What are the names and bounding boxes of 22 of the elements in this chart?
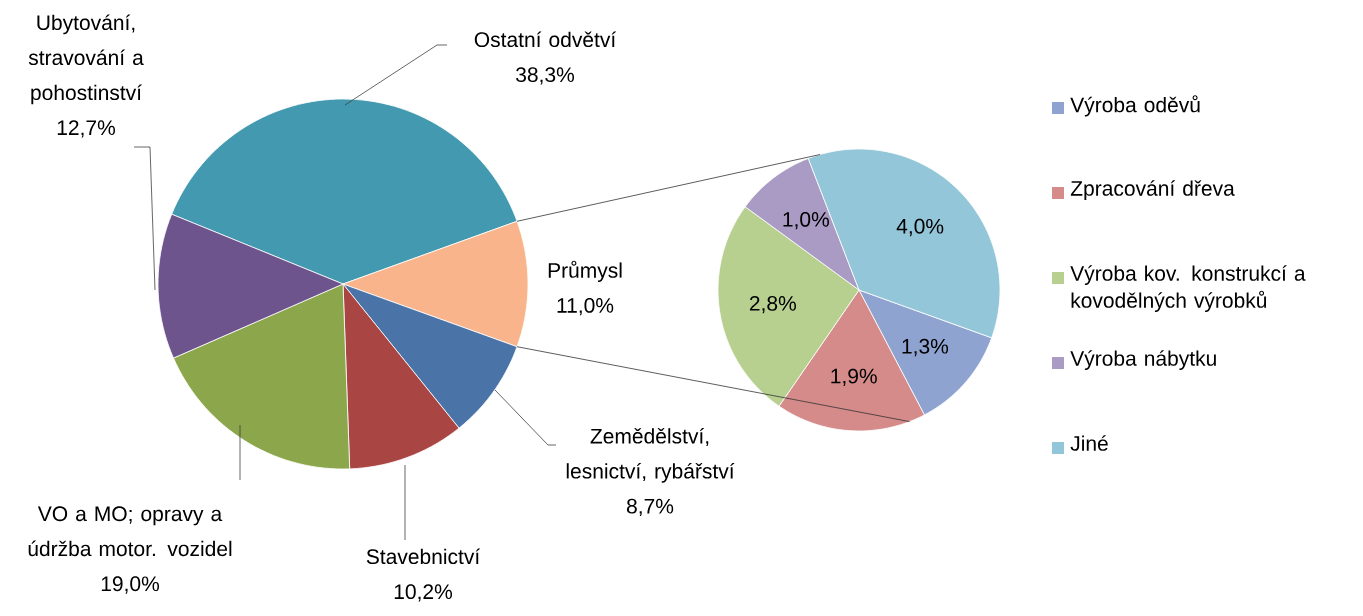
data-label: 1,3% bbox=[902, 338, 949, 357]
data-label: 10,2% bbox=[394, 584, 453, 602]
data-label: 1,9% bbox=[831, 368, 877, 386]
slice-label: Ubytování, stravování a pohostinství bbox=[28, 14, 144, 105]
legend-label: Výroba nábytku bbox=[1070, 350, 1216, 371]
legend-label: Jiné bbox=[1070, 435, 1108, 451]
slice-label: VO a MO; opravy a údržba motor. vozidel bbox=[28, 506, 232, 557]
legend-label: Výroba oděvů bbox=[1070, 95, 1200, 117]
data-label: 12,7% bbox=[57, 120, 116, 138]
legend-label: Výroba kov. konstrukcí a kovodělných výrobků bbox=[1070, 265, 1306, 313]
data-label: 1,0% bbox=[783, 211, 829, 230]
slice-label: Průmysl bbox=[548, 260, 622, 282]
slice-label: Stavebnictví bbox=[366, 548, 481, 565]
data-label: 8,7% bbox=[626, 498, 674, 517]
data-label: 4,0% bbox=[896, 218, 944, 237]
legend-label: Zpracování dřeva bbox=[1070, 180, 1235, 201]
slice-label: Zemědělství, lesnictví, rybářství bbox=[566, 427, 735, 483]
data-label: 19,0% bbox=[101, 576, 160, 594]
data-label: 38,3% bbox=[516, 67, 575, 85]
slice-label: Ostatní odvětví bbox=[474, 31, 617, 48]
data-label: 2,8% bbox=[749, 295, 796, 314]
data-label: 11,0% bbox=[557, 297, 614, 316]
